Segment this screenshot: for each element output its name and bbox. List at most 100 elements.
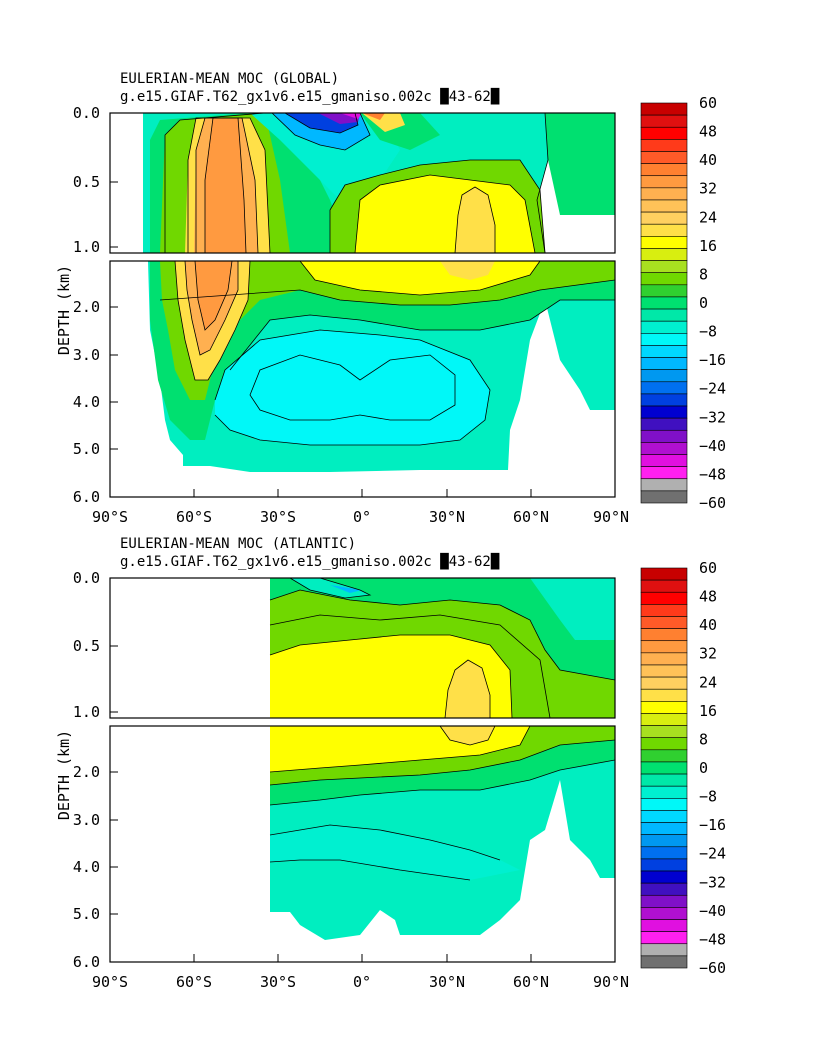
atlantic-ytick-6: 5.0 — [73, 905, 100, 923]
colorbar-atlantic-swatch — [640, 882, 688, 896]
colorbar-atlantic-label: −48 — [699, 930, 726, 948]
global-ytick-1: 0.5 — [73, 173, 100, 191]
atlantic-ytick-0: 0.0 — [73, 569, 100, 587]
panel-global-title: EULERIAN-MEAN MOC (GLOBAL) — [120, 71, 339, 87]
atlantic-ytick-2: 1.0 — [73, 703, 100, 721]
atlantic-xtick-4: 30°N — [429, 973, 465, 991]
colorbar-atlantic-label: 0 — [699, 759, 708, 777]
colorbar-global-swatch — [640, 345, 688, 358]
colorbar-global-label: 0 — [699, 294, 708, 312]
colorbar-global-label: −32 — [699, 408, 726, 426]
colorbar-atlantic-swatch — [640, 798, 688, 811]
colorbar-global-swatch — [640, 466, 688, 480]
panel-atlantic-title: EULERIAN-MEAN MOC (ATLANTIC) — [120, 536, 356, 552]
global-xtick-0: 90°S — [92, 508, 128, 526]
atlantic-lower-field — [270, 726, 615, 940]
global-xtick-4: 30°N — [429, 508, 465, 526]
atlantic-upper-contours — [269, 578, 615, 718]
colorbar-atlantic-swatch — [640, 567, 688, 581]
colorbar-atlantic-swatch — [640, 834, 688, 848]
colorbar-global-swatch — [640, 357, 688, 370]
colorbar-global-swatch — [640, 260, 688, 273]
atlantic-xtick-2: 30°S — [260, 973, 296, 991]
global-ytick-6: 5.0 — [73, 440, 100, 458]
colorbar-global-swatch — [640, 223, 688, 237]
global-ytick-4: 3.0 — [73, 346, 100, 364]
atlantic-xtick-0: 90°S — [92, 973, 128, 991]
colorbar-atlantic-swatch — [640, 725, 688, 738]
colorbar-atlantic-swatch — [640, 785, 688, 799]
colorbar-global: 60 48 40 32 24 16 8 0 −8 −16 −24 −32 −40 −48 −60 — [640, 94, 726, 512]
colorbar-global-swatch — [640, 102, 688, 116]
colorbar-atlantic-swatch — [640, 640, 688, 654]
colorbar-atlantic-swatch — [640, 688, 688, 702]
colorbar-global-swatch — [640, 490, 688, 504]
atlantic-ytick-1: 0.5 — [73, 637, 100, 655]
atlantic-ytick-7: 6.0 — [73, 953, 100, 971]
colorbar-atlantic-swatch — [640, 907, 688, 920]
panel-atlantic: EULERIAN-MEAN MOC (ATLANTIC) g.e15.GIAF.… — [55, 536, 629, 991]
global-xtick-6: 90°N — [593, 508, 629, 526]
colorbar-global-swatch — [640, 393, 688, 407]
colorbar-global-swatch — [640, 175, 688, 189]
panel-atlantic-subtitle: g.e15.GIAF.T62_gx1v6.e15_gmaniso.002c █4… — [120, 552, 500, 570]
colorbar-global-swatch — [640, 442, 688, 455]
colorbar-global-swatch — [640, 163, 688, 177]
colorbar-atlantic-swatch — [640, 858, 688, 872]
colorbar-global-label: −40 — [699, 437, 726, 455]
colorbar-atlantic-swatch — [640, 579, 688, 593]
colorbar-atlantic-label: −40 — [699, 902, 726, 920]
colorbar-global-swatch — [640, 126, 688, 140]
global-ytick-0: 0.0 — [73, 104, 100, 122]
atlantic-ytick-5: 4.0 — [73, 858, 100, 876]
colorbar-global-label: 24 — [699, 208, 717, 226]
colorbar-global-swatch — [640, 417, 688, 431]
colorbar-atlantic-label: −60 — [699, 959, 726, 977]
colorbar-atlantic-label: 24 — [699, 673, 717, 691]
atlantic-ytick-4: 3.0 — [73, 811, 100, 829]
colorbar-atlantic: 60 48 40 32 24 16 8 0 −8 −16 −24 −32 −40 −48 −60 — [640, 559, 726, 977]
colorbar-global-label: 48 — [699, 123, 717, 141]
colorbar-global-swatch — [640, 405, 688, 419]
colorbar-atlantic-label: −16 — [699, 816, 726, 834]
atlantic-xtick-1: 60°S — [176, 973, 212, 991]
global-ytick-7: 6.0 — [73, 488, 100, 506]
global-ytick-3: 2.0 — [73, 298, 100, 316]
colorbar-atlantic-swatch — [640, 652, 688, 666]
colorbar-global-label: 32 — [699, 180, 717, 198]
colorbar-global-swatch — [640, 284, 688, 298]
atlantic-ytick-3: 2.0 — [73, 763, 100, 781]
colorbar-atlantic-swatch — [640, 846, 688, 860]
colorbar-global-swatch — [640, 333, 688, 346]
colorbar-atlantic-label: 60 — [699, 559, 717, 577]
colorbar-global-label: −16 — [699, 351, 726, 369]
colorbar-global-swatch — [640, 454, 688, 467]
colorbar-global-swatch — [640, 478, 688, 492]
colorbar-atlantic-label: 40 — [699, 616, 717, 634]
colorbar-atlantic-label: 48 — [699, 588, 717, 606]
colorbar-atlantic-label: −24 — [699, 845, 726, 863]
colorbar-global-swatch — [640, 381, 688, 395]
colorbar-global-swatch — [640, 151, 688, 164]
colorbar-atlantic-swatch — [640, 931, 688, 945]
atlantic-xtick-3: 0° — [353, 973, 371, 991]
colorbar-global-label: 8 — [699, 265, 708, 283]
global-upper-contours — [164, 113, 549, 253]
colorbar-atlantic-swatch — [640, 701, 688, 714]
global-ytick-5: 4.0 — [73, 393, 100, 411]
colorbar-global-label: 40 — [699, 151, 717, 169]
panel-global: EULERIAN-MEAN MOC (GLOBAL) g.e15.GIAF.T6… — [55, 71, 629, 526]
colorbar-global-swatch — [640, 308, 688, 322]
panel-global-subtitle: g.e15.GIAF.T62_gx1v6.e15_gmaniso.002c █4… — [120, 87, 500, 105]
colorbar-global-label: −48 — [699, 465, 726, 483]
colorbar-global-swatch — [640, 272, 688, 286]
colorbar-atlantic-swatch — [640, 773, 688, 787]
colorbar-atlantic-label: 32 — [699, 645, 717, 663]
colorbar-atlantic-swatch — [640, 894, 688, 908]
colorbar-atlantic-swatch — [640, 737, 688, 751]
colorbar-atlantic-swatch — [640, 822, 688, 835]
colorbar-atlantic-swatch — [640, 676, 688, 690]
global-xtick-2: 30°S — [260, 508, 296, 526]
atlantic-axis-ticks — [109, 577, 616, 963]
colorbar-atlantic-swatch — [640, 810, 688, 823]
